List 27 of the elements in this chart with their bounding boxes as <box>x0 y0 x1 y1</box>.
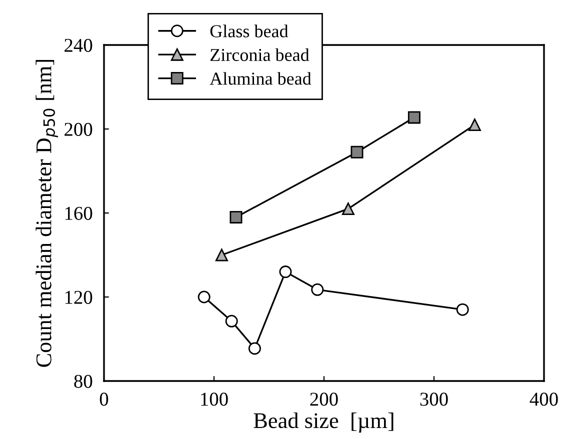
point <box>198 290 210 304</box>
x-tick-label: 400 <box>530 392 558 406</box>
y-axis-title: Count median diameter D$_{p50}$ [nm] <box>36 60 58 367</box>
point <box>215 248 228 262</box>
legend-label: Zirconia bead <box>210 48 310 62</box>
y-tick-label: 240 <box>64 38 92 52</box>
y-tick-label: 80 <box>74 374 92 388</box>
point <box>311 283 324 296</box>
point <box>350 146 364 158</box>
point <box>456 303 469 316</box>
point <box>468 118 481 132</box>
x-tick-label: 0 <box>100 392 108 406</box>
point <box>342 202 354 216</box>
point <box>408 111 420 124</box>
x-tick-label: 300 <box>420 392 448 406</box>
legend-label: Alumina bead <box>210 72 312 85</box>
point <box>248 342 261 355</box>
x-tick-label: 200 <box>310 392 338 406</box>
y-tick-label: 160 <box>65 206 92 220</box>
point <box>230 210 242 224</box>
y-tick-label: 120 <box>65 290 92 304</box>
point <box>225 314 238 328</box>
y-tick-label: 200 <box>64 122 92 136</box>
point <box>279 266 292 278</box>
x-axis-title: Bead size [µm] <box>254 412 394 433</box>
legend-label: Glass bead <box>210 24 288 38</box>
x-tick-label: 100 <box>201 392 228 406</box>
